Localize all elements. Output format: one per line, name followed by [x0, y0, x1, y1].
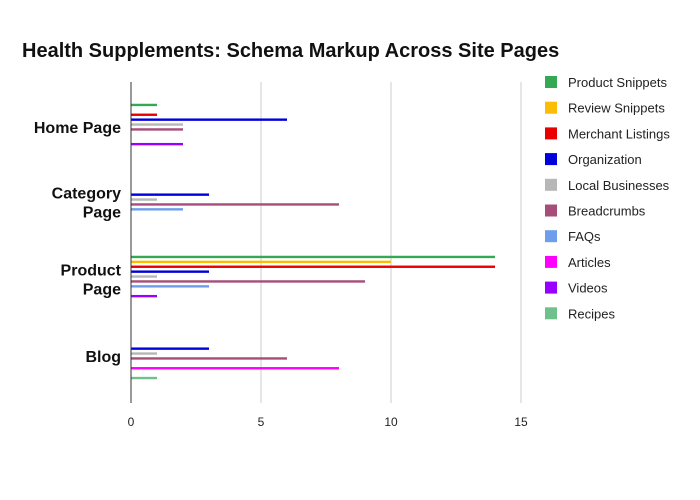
category-label: Category Page [52, 186, 121, 222]
x-tick-label: 15 [514, 415, 528, 429]
category-label: Blog [85, 349, 121, 366]
legend-label: Recipes [568, 306, 615, 321]
legend-label: Local Businesses [568, 178, 670, 193]
bar-faqs [131, 208, 183, 211]
legend-swatch [545, 230, 557, 243]
x-tick-label: 5 [258, 415, 265, 429]
legend-label: Videos [568, 281, 608, 296]
x-tick-label: 0 [128, 415, 135, 429]
legend-swatch [545, 255, 557, 268]
legend-label: Product Snippets [568, 75, 668, 90]
legend-label: Merchant Listings [568, 126, 670, 141]
bar-breadcrumbs [131, 128, 183, 131]
bar-organization [131, 118, 287, 121]
bar-review-snippets [131, 260, 391, 264]
x-tick-label: 10 [384, 415, 398, 429]
bar-local-businesses [131, 198, 157, 201]
bar-organization [131, 347, 209, 350]
chart-title: Health Supplements: Schema Markup Across… [22, 40, 559, 62]
legend-swatch [545, 127, 557, 140]
legend-swatch [545, 76, 557, 88]
legend-label: Review Snippets [568, 101, 665, 116]
bar-merchant-listings [131, 265, 495, 268]
category-label: Home Page [34, 120, 121, 137]
bar-recipes [131, 376, 157, 380]
bar-organization [131, 270, 209, 273]
bar-videos [131, 142, 183, 146]
bar-local-businesses [131, 275, 157, 278]
bar-local-businesses [131, 352, 157, 355]
bar-faqs [131, 285, 209, 288]
bar-videos [131, 294, 157, 298]
legend-swatch [545, 281, 557, 294]
chart-bars [131, 103, 495, 380]
bar-product-snippets [131, 103, 157, 107]
bar-product-snippets [131, 255, 495, 259]
bar-merchant-listings [131, 113, 157, 116]
bar-organization [131, 193, 209, 196]
legend-swatch [545, 178, 557, 191]
chart-legend: Product Snippets Review Snippets Merchant … [545, 75, 670, 321]
bar-articles [131, 367, 339, 370]
bar-breadcrumbs [131, 203, 339, 206]
legend-label: FAQs [568, 229, 601, 244]
legend-swatch [545, 101, 557, 114]
legend-swatch [545, 204, 557, 217]
bar-breadcrumbs [131, 280, 365, 283]
legend-label: Organization [568, 152, 642, 167]
category-labels: Home Page Category Page Product Page Blog [34, 120, 122, 366]
legend-swatch [545, 153, 557, 166]
chart-grid [260, 82, 522, 403]
bar-local-businesses [131, 123, 183, 126]
x-tick-labels: 0 5 10 15 [128, 415, 528, 429]
category-label: Product Page [61, 263, 122, 299]
legend-label: Articles [568, 255, 611, 270]
legend-label: Breadcrumbs [568, 204, 646, 219]
legend-swatch [545, 307, 557, 320]
bar-breadcrumbs [131, 357, 287, 360]
